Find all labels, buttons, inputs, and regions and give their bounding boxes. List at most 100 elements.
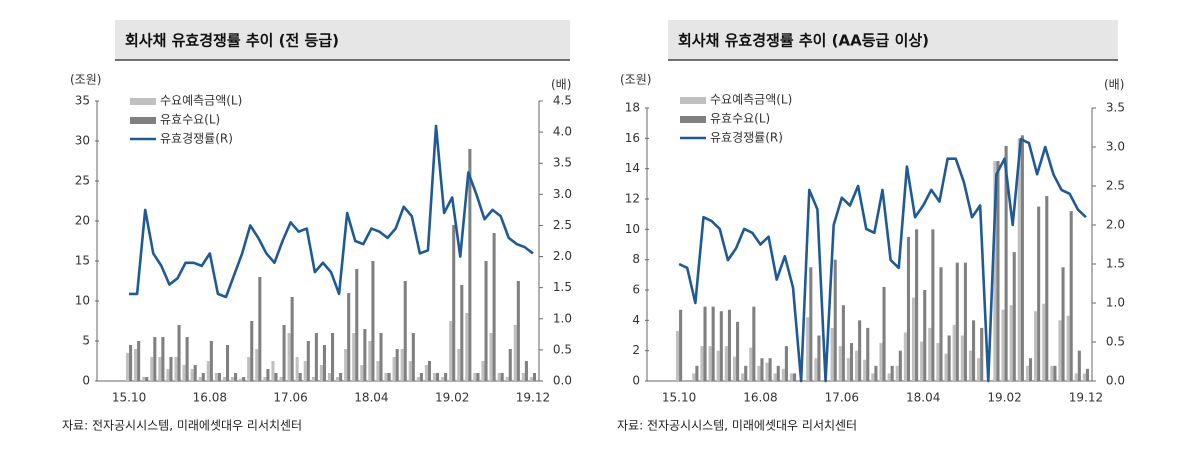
bar [741, 373, 745, 381]
y2-tick-label: 2.5 [1106, 179, 1125, 193]
bar [695, 365, 699, 381]
bar [882, 286, 886, 381]
bar [473, 373, 477, 381]
bar [1066, 315, 1070, 381]
y2-tick-label: 0.5 [1106, 335, 1125, 349]
bar [757, 365, 761, 381]
x-tick-label: 16.08 [743, 391, 777, 405]
bar [225, 345, 230, 381]
bar [306, 341, 310, 381]
x-tick-label: 17.06 [825, 391, 859, 405]
y-tick-label: 16 [625, 131, 640, 145]
bar [724, 346, 728, 381]
bar [833, 259, 837, 381]
bar [1020, 135, 1024, 381]
x-tick-label: 19.12 [516, 391, 550, 405]
x-tick-label: 18.04 [354, 391, 388, 405]
y-tick-label: 4 [632, 313, 640, 327]
bar [1004, 145, 1008, 381]
bar [817, 335, 821, 381]
bar [336, 377, 340, 381]
bar [863, 359, 867, 381]
bar [765, 362, 769, 381]
y2-tick-label: 0.5 [553, 342, 572, 356]
bar [963, 262, 967, 381]
y-axis-label: (조원) [70, 73, 101, 87]
bar [1017, 138, 1021, 381]
bar [242, 377, 246, 381]
bar [980, 327, 984, 381]
bar [781, 368, 785, 381]
bar [287, 333, 291, 381]
bar [298, 373, 302, 381]
bar [524, 361, 528, 381]
bar [931, 229, 935, 381]
bar [416, 377, 420, 381]
bar [239, 378, 243, 381]
bar [206, 361, 210, 381]
bar [1034, 311, 1038, 381]
bar [736, 321, 740, 381]
x-tick-label: 18.04 [906, 391, 940, 405]
bar [158, 357, 162, 381]
bar [314, 333, 318, 381]
bar [222, 377, 226, 381]
bar [198, 377, 202, 381]
bar [432, 373, 437, 381]
bar [355, 269, 359, 381]
bar [266, 369, 270, 381]
bar [920, 341, 924, 381]
bar [1053, 365, 1057, 381]
bar [906, 236, 911, 381]
bar [936, 343, 940, 381]
bar [234, 373, 238, 381]
bar [760, 358, 764, 381]
y2-tick-label: 0.0 [1106, 374, 1125, 388]
legend-swatch [680, 116, 706, 123]
y-tick-label: 5 [82, 334, 90, 348]
bar [134, 349, 138, 381]
bar [344, 349, 348, 381]
bar [911, 297, 916, 381]
bar [193, 365, 197, 381]
bar [424, 365, 428, 381]
bar [1085, 368, 1090, 381]
bar [960, 335, 964, 381]
legend-label: 수요예측금액(L) [710, 93, 792, 107]
bar [174, 357, 178, 381]
bar [150, 357, 154, 381]
bar [492, 233, 496, 381]
bar [854, 350, 859, 381]
bar [830, 327, 834, 381]
bar [395, 349, 399, 381]
bar [814, 358, 818, 381]
y-tick-label: 12 [625, 192, 640, 206]
bar [182, 365, 186, 381]
bar [444, 373, 448, 381]
bar [977, 358, 981, 381]
y-tick-label: 20 [75, 214, 90, 228]
bar [516, 281, 520, 381]
bar [716, 350, 720, 381]
bar [972, 320, 976, 381]
bar [505, 377, 509, 381]
y-tick-label: 2 [632, 343, 640, 357]
legend-label: 유효경쟁률(R) [710, 131, 783, 145]
bar [708, 346, 712, 381]
legend-label: 유효경쟁률(R) [160, 132, 233, 146]
bar [993, 161, 997, 381]
x-tick-label: 19.12 [1069, 391, 1103, 405]
bar [230, 377, 235, 381]
legend-swatch [130, 98, 156, 105]
y2-axis-label: (배) [551, 78, 571, 92]
legend-swatch [130, 117, 156, 124]
bar [871, 373, 875, 381]
bar [403, 281, 407, 381]
legend-label: 유효수요(L) [160, 113, 220, 127]
bar [1069, 211, 1073, 381]
bar [513, 325, 517, 381]
bar [347, 293, 351, 381]
bar [250, 321, 254, 381]
x-tick-label: 19.02 [987, 391, 1021, 405]
bar [887, 373, 891, 381]
